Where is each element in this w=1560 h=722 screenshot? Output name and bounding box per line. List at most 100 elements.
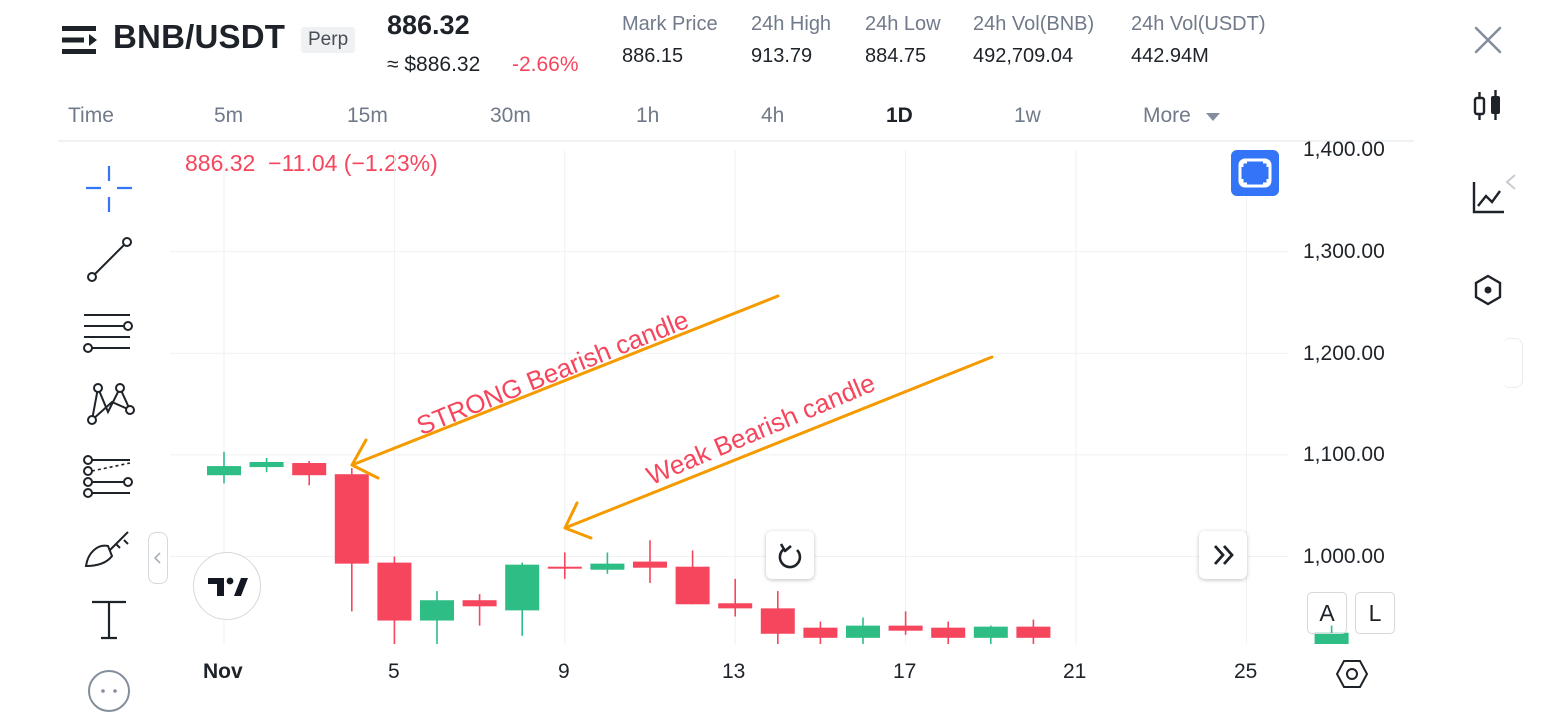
candle-body: [292, 463, 327, 476]
crosshair-icon[interactable]: [80, 160, 138, 218]
candle-body: [675, 566, 710, 605]
y-label-1400: 1,400.00: [1303, 138, 1385, 161]
tradingview-logo-icon: [208, 577, 248, 596]
tab-4h[interactable]: 4h: [761, 104, 785, 127]
double-chevron-right-icon: [1213, 545, 1234, 565]
tabs-divider: [58, 140, 1414, 142]
candle-body: [547, 566, 582, 569]
candle-body: [888, 625, 923, 631]
ohlc-readout: 886.32 −11.04 (−1.23%): [185, 150, 438, 177]
collapse-panel-icon[interactable]: [1501, 172, 1521, 192]
candle-body: [1314, 632, 1349, 644]
vol-usdt-value: 442.94M: [1131, 45, 1209, 67]
side-panel-handle[interactable]: [1502, 338, 1523, 388]
x-label-25: 25: [1234, 660, 1258, 683]
y-label-1100: 1,100.00: [1303, 443, 1385, 466]
high-24h-value: 913.79: [751, 45, 813, 67]
candle-15: [803, 621, 838, 644]
candle-1: [207, 451, 241, 484]
fibonacci-icon[interactable]: [80, 450, 138, 508]
candle-body: [760, 608, 795, 634]
drawing-object-icon[interactable]: [1466, 268, 1510, 312]
chevron-down-icon[interactable]: [1205, 111, 1221, 123]
candle-body: [462, 600, 497, 607]
candle-body: [334, 474, 369, 564]
candle-body: [505, 564, 540, 611]
reset-chart-button[interactable]: [766, 531, 814, 579]
candle-body: [207, 466, 241, 476]
candle-8: [505, 562, 540, 636]
log-scale-button[interactable]: L: [1355, 592, 1395, 634]
candles: [207, 451, 1349, 644]
tab-1d[interactable]: 1D: [886, 104, 913, 127]
candle-body: [803, 627, 838, 638]
x-label-nov: Nov: [203, 660, 243, 683]
ohlc-change: −11.04 (−1.23%): [268, 150, 438, 176]
scroll-to-latest-button[interactable]: [1199, 531, 1247, 579]
tab-time[interactable]: Time: [68, 104, 114, 127]
candle-body: [931, 627, 966, 638]
x-label-5: 5: [388, 660, 400, 683]
pattern-icon[interactable]: [80, 378, 138, 436]
menu-icon[interactable]: [62, 24, 100, 56]
candle-body: [718, 603, 753, 609]
candle-body: [420, 600, 454, 621]
candle-body: [377, 562, 412, 621]
low-24h-value: 884.75: [865, 45, 927, 67]
horizontal-lines-icon[interactable]: [80, 305, 138, 363]
annotation-arrows: [350, 294, 994, 540]
arrow-weak-head: [563, 501, 593, 540]
candle-18: [931, 621, 966, 644]
tradingview-logo: [193, 552, 261, 620]
tab-1h[interactable]: 1h: [636, 104, 660, 127]
fullscreen-button[interactable]: [1231, 150, 1279, 196]
candle-21: [1314, 625, 1349, 644]
vol-usdt-label: 24h Vol(USDT): [1131, 13, 1266, 35]
tab-1w[interactable]: 1w: [1014, 104, 1041, 127]
candle-2: [249, 457, 284, 473]
high-24h-label: 24h High: [751, 13, 832, 35]
contract-type-badge: Perp: [301, 27, 356, 53]
y-label-1000: 1,000.00: [1303, 545, 1385, 568]
ohlc-price: 886.32: [185, 150, 256, 176]
tab-more[interactable]: More: [1143, 104, 1191, 127]
candlestick-type-icon[interactable]: [1466, 84, 1510, 128]
tab-30m[interactable]: 30m: [490, 104, 531, 127]
candle-20: [1016, 619, 1051, 644]
candle-5: [377, 556, 412, 644]
candle-16: [846, 617, 880, 644]
trend-line-icon[interactable]: [80, 232, 138, 290]
indicators-icon[interactable]: [1466, 176, 1510, 220]
candle-body: [973, 626, 1008, 638]
symbol-pair[interactable]: BNB/USDT: [113, 18, 286, 55]
more-tools-icon[interactable]: [80, 664, 138, 722]
chart-settings-icon[interactable]: [1334, 656, 1370, 692]
candle-11: [633, 540, 667, 583]
candle-12: [675, 550, 710, 605]
candle-13: [718, 578, 753, 617]
low-24h-label: 24h Low: [865, 13, 941, 35]
x-label-9: 9: [558, 660, 570, 683]
candle-9: [547, 552, 582, 579]
tab-15m[interactable]: 15m: [347, 104, 388, 127]
candle-3: [292, 460, 327, 486]
auto-scale-button[interactable]: A: [1307, 592, 1347, 634]
candle-14: [760, 591, 795, 644]
chevron-left-icon: [153, 552, 161, 564]
scroll-left-handle[interactable]: [148, 532, 168, 584]
arrow-strong-shaft: [350, 294, 780, 467]
close-icon[interactable]: [1472, 24, 1504, 56]
candle-17: [888, 611, 923, 635]
candle-4: [334, 468, 369, 612]
candle-body: [633, 561, 667, 568]
brush-icon[interactable]: [80, 522, 138, 580]
y-label-1200: 1,200.00: [1303, 342, 1385, 365]
text-tool-icon[interactable]: [80, 594, 138, 652]
tab-5m[interactable]: 5m: [214, 104, 244, 127]
fullscreen-icon: [1238, 158, 1272, 188]
last-price: 886.32: [387, 10, 470, 40]
x-label-13: 13: [722, 660, 746, 683]
timeframe-tabs: Time 5m 15m 30m 1h 4h 1D 1w More: [0, 96, 1415, 138]
candle-body: [590, 563, 625, 570]
